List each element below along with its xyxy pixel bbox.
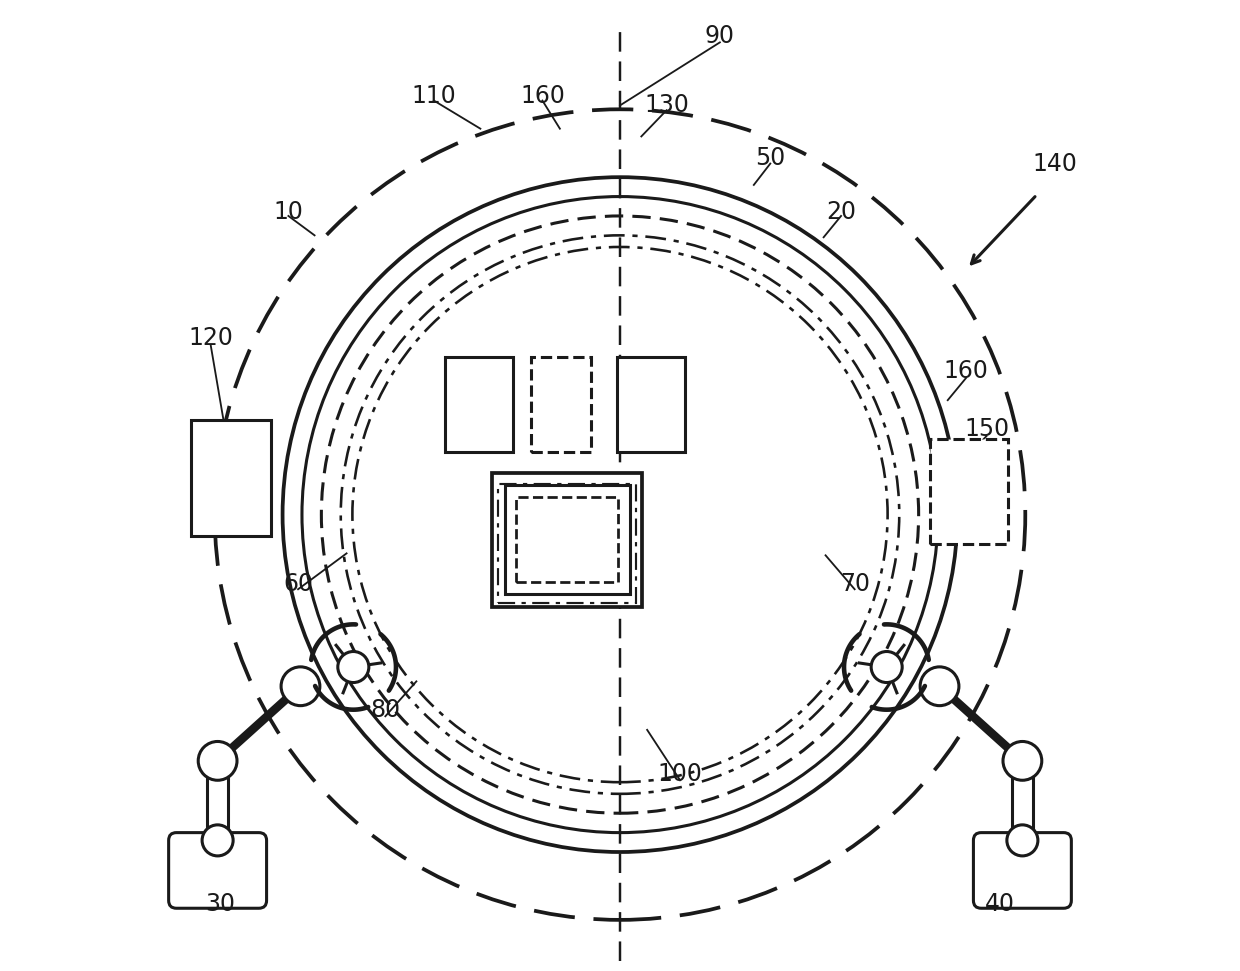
Text: 40: 40 (985, 892, 1016, 917)
Circle shape (1007, 824, 1038, 855)
Text: 60: 60 (283, 572, 312, 596)
Bar (191, 419, 270, 536)
FancyBboxPatch shape (973, 832, 1071, 908)
Bar (1012, 761, 1033, 840)
Bar (531, 356, 591, 452)
Text: 120: 120 (188, 326, 233, 351)
Text: 140: 140 (1032, 151, 1076, 176)
Text: 30: 30 (206, 892, 236, 917)
Bar (497, 484, 636, 603)
FancyBboxPatch shape (169, 832, 267, 908)
Bar (505, 486, 630, 594)
Bar (445, 356, 513, 452)
Circle shape (202, 824, 233, 855)
Bar (930, 439, 1008, 544)
Text: 70: 70 (839, 572, 869, 596)
Circle shape (198, 742, 237, 781)
Text: 50: 50 (755, 146, 785, 170)
Text: 10: 10 (274, 200, 304, 224)
Circle shape (920, 667, 959, 706)
Text: 110: 110 (412, 84, 456, 108)
Text: 100: 100 (657, 762, 703, 787)
Circle shape (872, 652, 903, 683)
Bar (207, 761, 228, 840)
Bar (516, 497, 618, 583)
Bar (618, 356, 684, 452)
Text: 130: 130 (644, 93, 689, 117)
Text: 20: 20 (826, 200, 856, 224)
Circle shape (281, 667, 320, 706)
Circle shape (1003, 742, 1042, 781)
Text: 150: 150 (963, 418, 1009, 441)
Circle shape (337, 652, 368, 683)
Text: 160: 160 (520, 84, 565, 108)
Text: 160: 160 (944, 359, 988, 384)
Bar (492, 473, 642, 607)
Text: 80: 80 (371, 698, 401, 722)
Text: 90: 90 (704, 23, 735, 48)
